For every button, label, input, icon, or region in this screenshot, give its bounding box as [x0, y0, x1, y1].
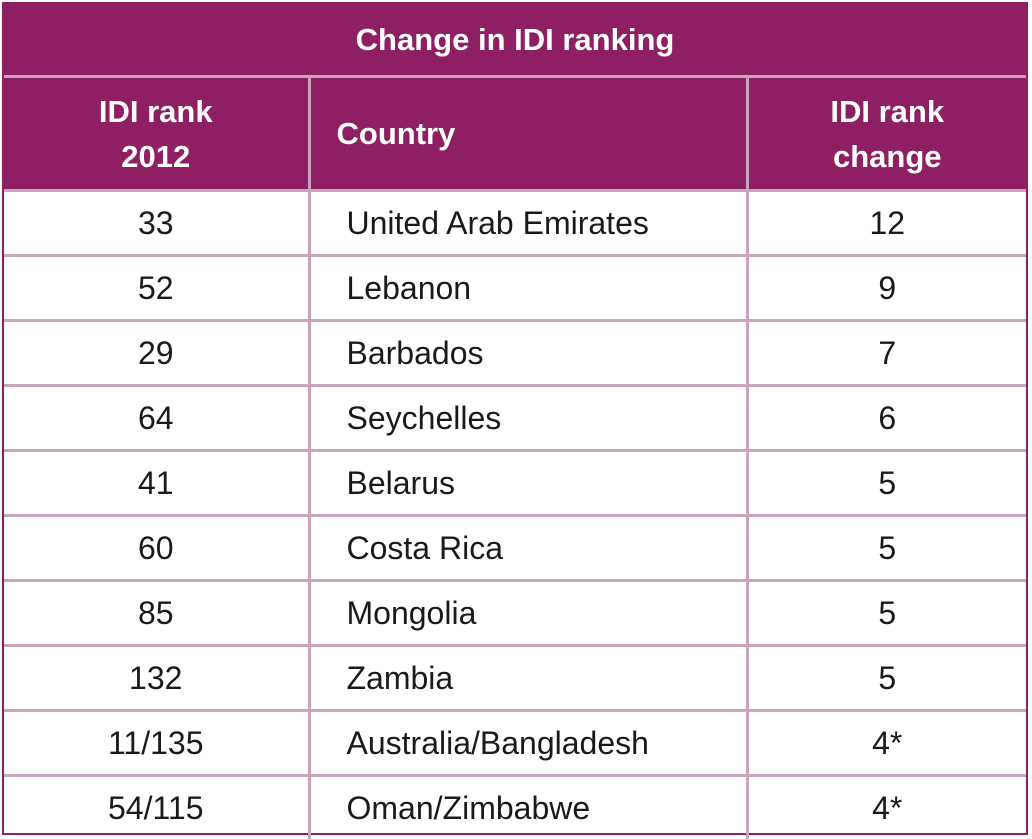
- table-row: 54/115 Oman/Zimbabwe 4*: [4, 775, 1026, 839]
- cell-rank: 41: [4, 450, 311, 517]
- cell-rank: 29: [4, 320, 311, 387]
- cell-change: 7: [747, 320, 1026, 387]
- cell-country: Zambia: [309, 645, 749, 712]
- cell-country: Lebanon: [309, 255, 749, 322]
- header-change-line2: change: [832, 138, 942, 174]
- cell-rank: 11/135: [4, 710, 311, 777]
- table-row: 60 Costa Rica 5: [4, 515, 1026, 582]
- cell-change: 5: [747, 645, 1026, 712]
- cell-change: 4*: [747, 710, 1026, 777]
- cell-change: 6: [747, 385, 1026, 452]
- table-row: 132 Zambia 5: [4, 645, 1026, 712]
- table-title: Change in IDI ranking: [4, 4, 1026, 78]
- table-row: 52 Lebanon 9: [4, 255, 1026, 322]
- header-idi-rank-2012: IDI rank 2012: [4, 78, 311, 192]
- table-row: 11/135 Australia/Bangladesh 4*: [4, 710, 1026, 777]
- cell-change: 5: [747, 450, 1026, 517]
- cell-rank: 54/115: [4, 775, 311, 839]
- cell-country: Australia/Bangladesh: [309, 710, 749, 777]
- cell-change: 5: [747, 580, 1026, 647]
- cell-rank: 52: [4, 255, 311, 322]
- cell-rank: 64: [4, 385, 311, 452]
- header-country: Country: [309, 78, 749, 192]
- table-row: 29 Barbados 7: [4, 320, 1026, 387]
- cell-country: Costa Rica: [309, 515, 749, 582]
- header-row: IDI rank 2012 Country IDI rank change: [4, 78, 1026, 192]
- cell-rank: 132: [4, 645, 311, 712]
- cell-country: Seychelles: [309, 385, 749, 452]
- table-row: 64 Seychelles 6: [4, 385, 1026, 452]
- cell-country: Oman/Zimbabwe: [309, 775, 749, 839]
- table-row: 33 United Arab Emirates 12: [4, 190, 1026, 257]
- cell-rank: 60: [4, 515, 311, 582]
- idi-ranking-table: IDI rank 2012 Country IDI rank change 33…: [4, 78, 1026, 839]
- cell-change: 5: [747, 515, 1026, 582]
- cell-change: 4*: [872, 789, 903, 826]
- cell-country: Belarus: [309, 450, 749, 517]
- cell-country: United Arab Emirates: [309, 190, 749, 257]
- cell-rank: 33: [4, 190, 311, 257]
- cell-country: Mongolia: [309, 580, 749, 647]
- cell-change: 9: [747, 255, 1026, 322]
- table-row: 85 Mongolia 5: [4, 580, 1026, 647]
- header-rank-line1: IDI rank: [98, 93, 213, 129]
- header-change-line1: IDI rank: [830, 93, 945, 129]
- table-row: 41 Belarus 5: [4, 450, 1026, 517]
- cell-country: Barbados: [309, 320, 749, 387]
- header-idi-rank-change: IDI rank change: [747, 78, 1026, 192]
- header-rank-line2: 2012: [121, 138, 191, 174]
- cell-change: 12: [747, 190, 1026, 257]
- cell-rank: 85: [4, 580, 311, 647]
